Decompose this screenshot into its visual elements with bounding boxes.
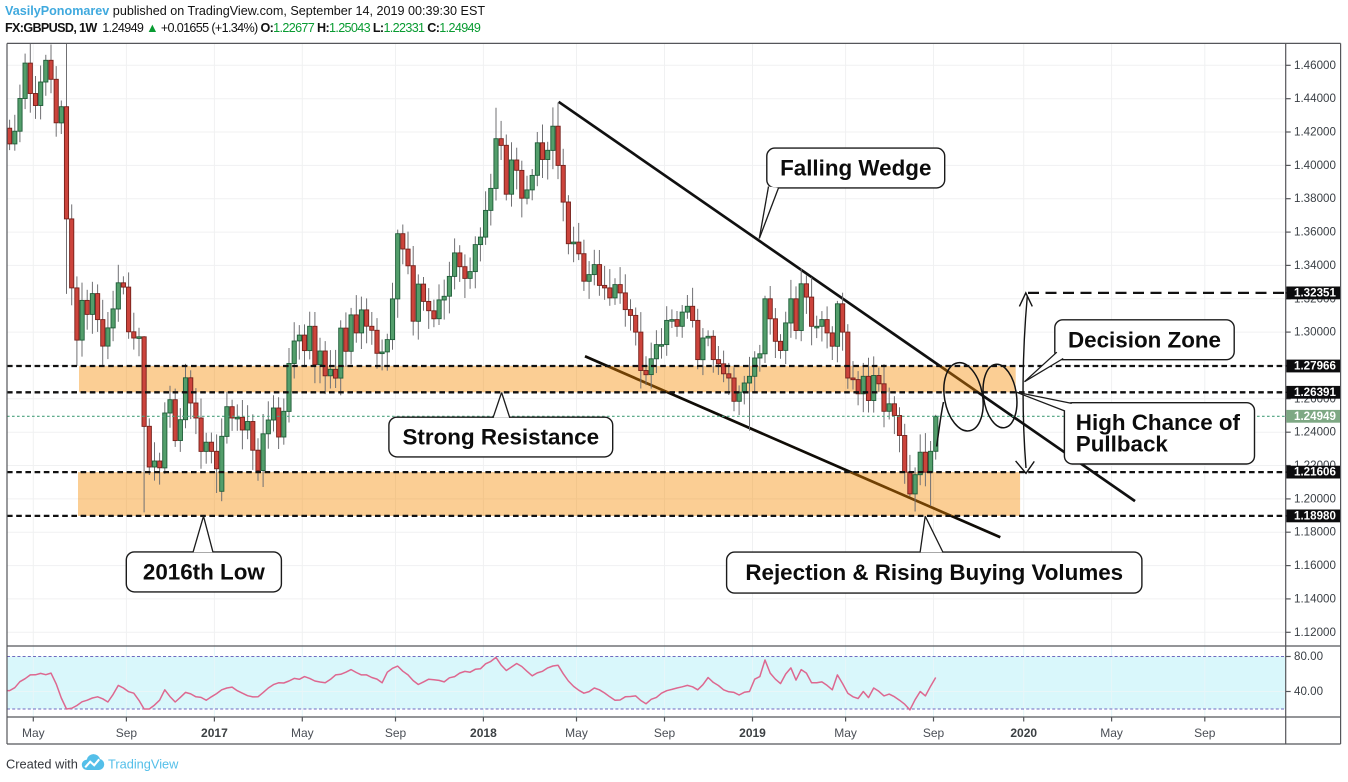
- svg-text:1.32351: 1.32351: [1294, 286, 1336, 299]
- svg-text:Sep: Sep: [923, 726, 945, 740]
- svg-text:May: May: [1100, 726, 1123, 740]
- svg-text:1.42000: 1.42000: [1294, 126, 1336, 139]
- svg-text:Sep: Sep: [385, 726, 407, 740]
- svg-text:1.18000: 1.18000: [1294, 526, 1336, 539]
- svg-text:1.18980: 1.18980: [1294, 509, 1336, 522]
- svg-text:Sep: Sep: [654, 726, 676, 740]
- svg-text:1.38000: 1.38000: [1294, 192, 1336, 205]
- svg-text:Created with: Created with: [6, 757, 78, 772]
- svg-text:Sep: Sep: [116, 726, 138, 740]
- svg-text:1.24000: 1.24000: [1294, 426, 1336, 439]
- svg-text:Rejection & Rising Buying Volu: Rejection & Rising Buying Volumes: [745, 560, 1123, 585]
- svg-text:2020: 2020: [1010, 726, 1037, 740]
- svg-text:1.21606: 1.21606: [1294, 466, 1336, 479]
- svg-text:2017: 2017: [201, 726, 228, 740]
- svg-text:40.00: 40.00: [1294, 685, 1323, 698]
- svg-text:May: May: [291, 726, 314, 740]
- svg-text:Sep: Sep: [1194, 726, 1216, 740]
- svg-text:1.34000: 1.34000: [1294, 259, 1336, 272]
- svg-text:1.46000: 1.46000: [1294, 59, 1336, 72]
- svg-text:1.24949: 1.24949: [1294, 410, 1336, 423]
- svg-text:Strong Resistance: Strong Resistance: [402, 425, 599, 450]
- svg-text:1.30000: 1.30000: [1294, 326, 1336, 339]
- svg-text:May: May: [22, 726, 45, 740]
- svg-text:1.14000: 1.14000: [1294, 592, 1336, 605]
- svg-text:Falling Wedge: Falling Wedge: [780, 156, 931, 181]
- svg-text:May: May: [834, 726, 857, 740]
- svg-text:TradingView: TradingView: [108, 757, 179, 772]
- svg-text:1.26391: 1.26391: [1294, 386, 1336, 399]
- svg-text:80.00: 80.00: [1294, 650, 1323, 663]
- svg-text:High Chance of: High Chance of: [1076, 410, 1241, 435]
- svg-text:1.44000: 1.44000: [1294, 92, 1336, 105]
- svg-text:May: May: [565, 726, 588, 740]
- svg-text:2016th Low: 2016th Low: [143, 559, 266, 584]
- svg-text:Decision Zone: Decision Zone: [1068, 327, 1221, 352]
- svg-text:1.36000: 1.36000: [1294, 226, 1336, 239]
- svg-text:1.27966: 1.27966: [1294, 360, 1336, 373]
- svg-text:1.16000: 1.16000: [1294, 559, 1336, 572]
- svg-text:2019: 2019: [739, 726, 766, 740]
- svg-text:Pullback: Pullback: [1076, 432, 1169, 457]
- svg-text:1.40000: 1.40000: [1294, 159, 1336, 172]
- svg-text:1.20000: 1.20000: [1294, 492, 1336, 505]
- svg-text:1.12000: 1.12000: [1294, 626, 1336, 639]
- svg-text:2018: 2018: [470, 726, 497, 740]
